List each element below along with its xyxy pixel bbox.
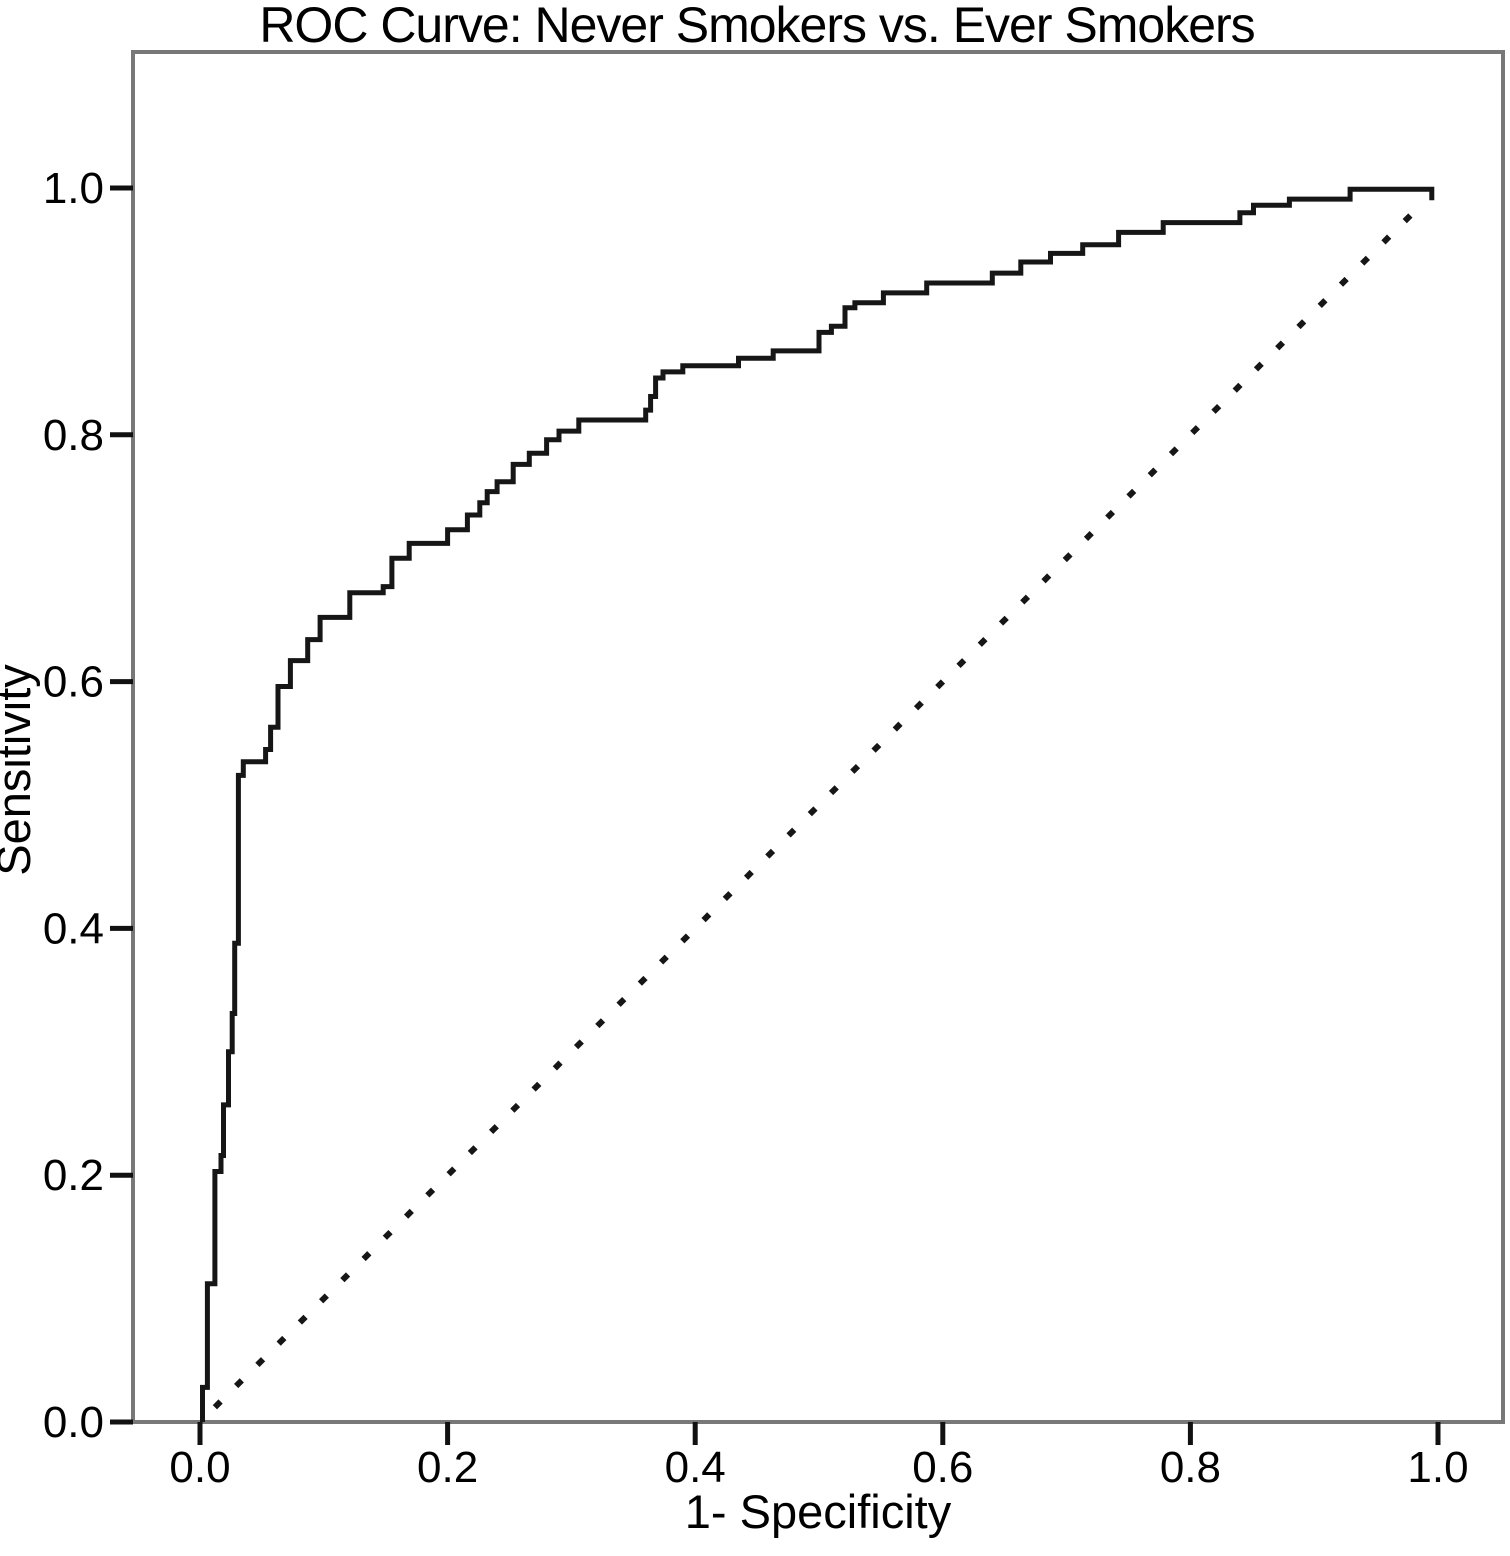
reference-line <box>212 204 1422 1410</box>
y-tick-label: 0.8 <box>43 411 104 460</box>
y-tick-label: 0.4 <box>43 904 104 953</box>
y-tick-label: 1.0 <box>43 164 104 213</box>
y-tick-label: 0.6 <box>43 658 104 707</box>
x-tick-label: 0.6 <box>912 1443 973 1492</box>
x-tick-label: 1.0 <box>1407 1443 1468 1492</box>
roc-curve <box>200 186 1435 1422</box>
y-axis-label: Sensitivity <box>0 664 40 876</box>
x-tick-label: 0.0 <box>169 1443 230 1492</box>
x-tick-label: 0.8 <box>1160 1443 1221 1492</box>
y-tick-label: 0.2 <box>43 1151 104 1200</box>
y-tick-label: 0.0 <box>43 1398 104 1447</box>
x-tick-label: 0.2 <box>417 1443 478 1492</box>
x-axis-label: 1- Specificity <box>685 1485 952 1538</box>
x-tick-label: 0.4 <box>665 1443 726 1492</box>
chart-title: ROC Curve: Never Smokers vs. Ever Smoker… <box>259 0 1254 53</box>
plot-frame <box>131 50 1505 1424</box>
plot-layer: 0.0 0.2 0.4 0.6 0.8 1.0 0.0 0.2 0.4 0.6 0.8 1.0 <box>43 50 1505 1492</box>
